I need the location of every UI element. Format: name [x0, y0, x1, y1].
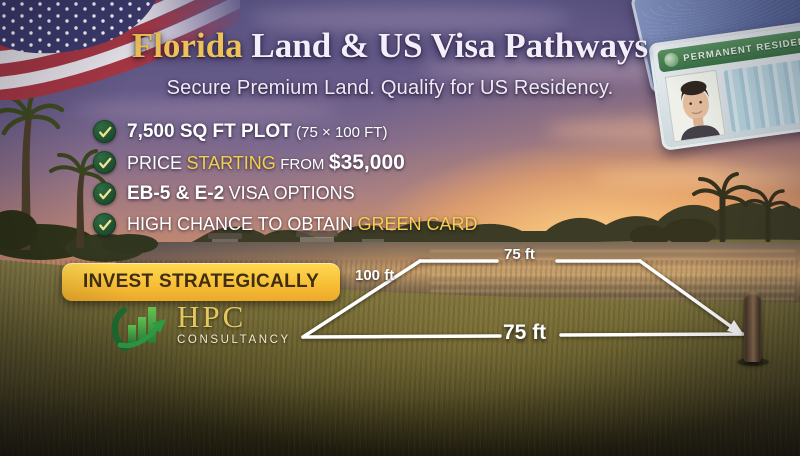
check-icon [93, 182, 116, 205]
plot-front-label: 75 ft [503, 321, 547, 344]
check-icon [93, 213, 116, 236]
feature-highlight: GREEN CARD [357, 214, 478, 234]
feature-price: PRICE STARTING FROM $35,000 [93, 151, 478, 174]
feature-text: 7,500 SQ FT PLOT [127, 120, 292, 142]
price-value: $35,000 [328, 150, 405, 174]
cloud [70, 100, 340, 120]
cloud [250, 6, 570, 32]
palm-tree-icon [629, 172, 791, 247]
feature-green-card: HIGH CHANCE TO OBTAIN GREEN CARD [93, 213, 478, 236]
feature-list: 7,500 SQ FT PLOT (75 × 100 FT) PRICE STA… [93, 120, 478, 244]
subtitle: Secure Premium Land. Qualify for US Resi… [166, 77, 614, 99]
feature-note: (75 × 100 FT) [296, 123, 388, 141]
title-rest: Land & US Visa Pathways [242, 26, 649, 65]
page-title: Florida Land & US Visa Pathways [60, 26, 720, 66]
brand-logo: HPC CONSULTANCY [108, 297, 291, 351]
title-highlight: Florida [131, 26, 243, 65]
bar-chart-arrow-icon [111, 307, 166, 351]
feature-visa-options: EB-5 & E-2 VISA OPTIONS [93, 182, 478, 205]
plot-depth-label: 100 ft [355, 267, 395, 284]
brand-type: CONSULTANCY [177, 334, 291, 347]
feature-text: FROM [280, 155, 325, 173]
check-icon [93, 151, 116, 174]
arrow-icon [727, 320, 744, 335]
feature-text: PRICE [127, 152, 183, 173]
wooden-post [744, 292, 761, 362]
feature-text: HIGH CHANCE TO OBTAIN [127, 214, 354, 234]
invest-button[interactable]: INVEST STRATEGICALLY [62, 263, 341, 301]
green-card: PERMANENT RESIDENT CARD [648, 11, 800, 151]
check-icon [93, 120, 116, 143]
lake-reflection [430, 250, 795, 300]
cloud [590, 168, 800, 186]
feature-highlight: STARTING [186, 152, 276, 173]
feature-plot-size: 7,500 SQ FT PLOT (75 × 100 FT) [93, 120, 478, 143]
feature-note: VISA OPTIONS [228, 182, 355, 203]
plot-width-label: 75 ft [504, 246, 535, 263]
brand-name: HPC [177, 299, 247, 335]
us-flag [0, 0, 240, 100]
feature-text: EB-5 & E-2 [127, 182, 225, 204]
